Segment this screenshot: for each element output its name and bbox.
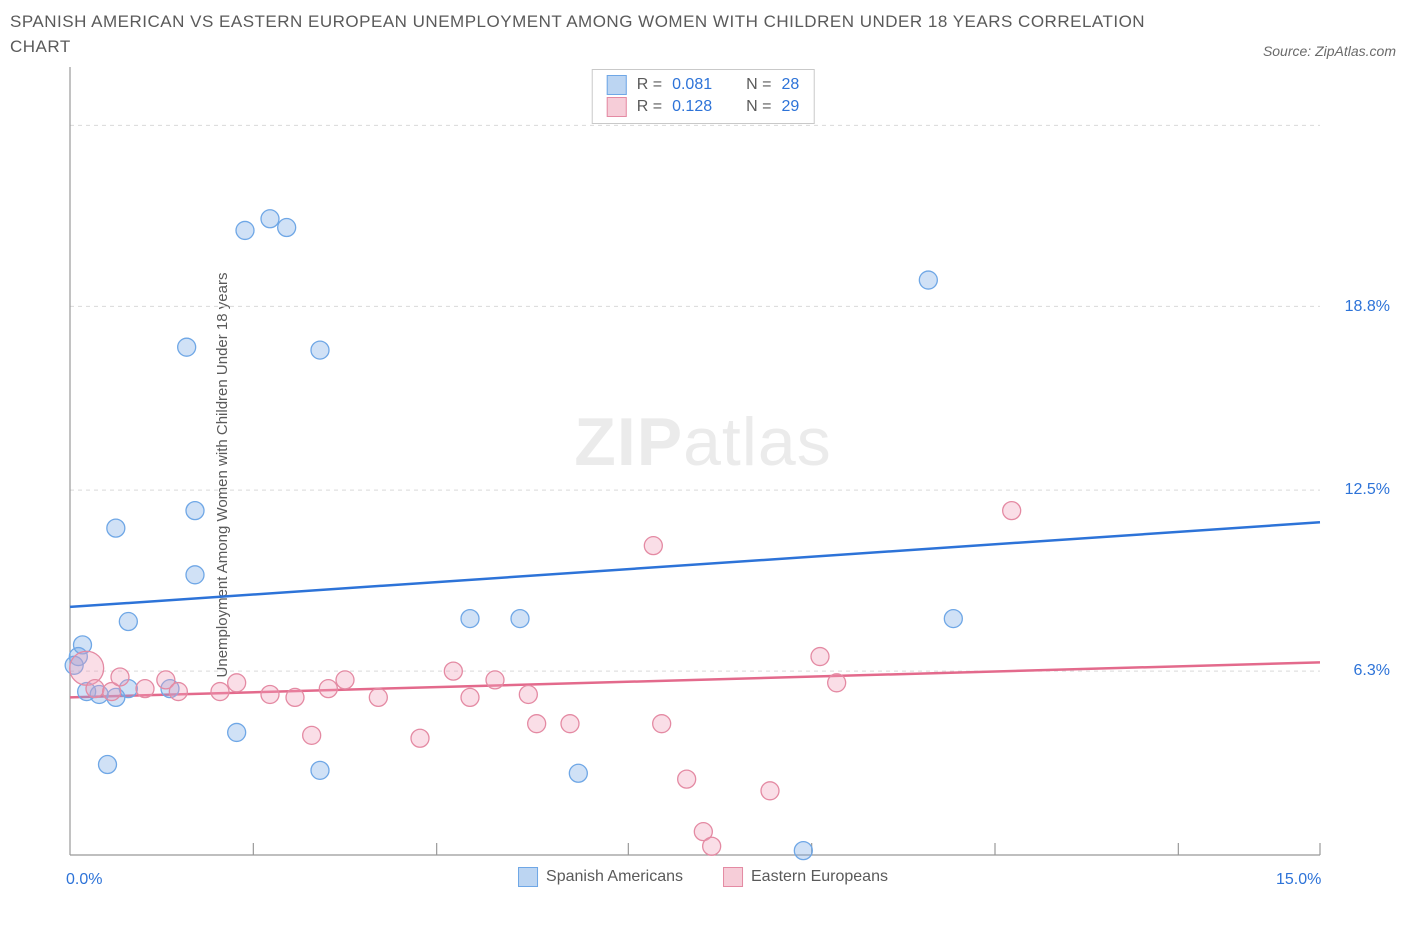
stat-r-label: R =	[637, 96, 662, 118]
y-tick-label: 18.8%	[1345, 298, 1390, 316]
legend-swatch	[723, 867, 743, 887]
stat-n-label: N =	[746, 96, 771, 118]
y-tick-label: 6.3%	[1354, 662, 1390, 680]
stat-n-value: 29	[781, 96, 799, 118]
legend-item: Spanish Americans	[518, 867, 683, 887]
stat-box: R = 0.081 N = 28 R = 0.128 N = 29	[592, 69, 815, 124]
stat-r-label: R =	[637, 74, 662, 96]
chart-container: SPANISH AMERICAN VS EASTERN EUROPEAN UNE…	[10, 10, 1396, 885]
legend-label: Eastern Europeans	[751, 868, 888, 886]
y-tick-label: 12.5%	[1345, 481, 1390, 499]
bottom-legend: Spanish Americans Eastern Europeans	[518, 867, 888, 887]
stat-n-label: N =	[746, 74, 771, 96]
chart-title: SPANISH AMERICAN VS EASTERN EUROPEAN UNE…	[10, 10, 1160, 59]
x-tick-label: 0.0%	[66, 871, 102, 889]
legend-swatch	[607, 97, 627, 117]
chart-source: Source: ZipAtlas.com	[1263, 43, 1396, 59]
stat-r-value: 0.128	[672, 96, 712, 118]
stat-n-value: 28	[781, 74, 799, 96]
stat-r-value: 0.081	[672, 74, 712, 96]
legend-item: Eastern Europeans	[723, 867, 888, 887]
stat-row: R = 0.128 N = 29	[607, 96, 800, 118]
scatter-chart-svg	[10, 65, 1396, 885]
legend-swatch	[518, 867, 538, 887]
x-tick-label: 15.0%	[1276, 871, 1321, 889]
plot-area: Unemployment Among Women with Children U…	[10, 65, 1396, 885]
legend-swatch	[607, 75, 627, 95]
legend-label: Spanish Americans	[546, 868, 683, 886]
stat-row: R = 0.081 N = 28	[607, 74, 800, 96]
title-row: SPANISH AMERICAN VS EASTERN EUROPEAN UNE…	[10, 10, 1396, 59]
